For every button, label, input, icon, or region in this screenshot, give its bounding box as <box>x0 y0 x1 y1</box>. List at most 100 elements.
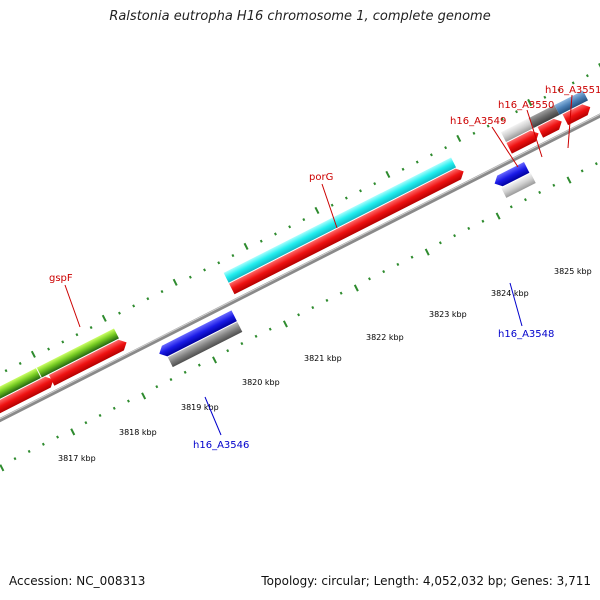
gene-gspF-bar[interactable] <box>0 328 119 413</box>
minor-tick <box>126 399 130 403</box>
minor-tick <box>197 363 201 367</box>
label-h16_A3548[interactable]: h16_A3548 <box>498 329 554 340</box>
label-h16_A3550[interactable]: h16_A3550 <box>498 100 554 111</box>
label-h16_A3546[interactable]: h16_A3546 <box>193 440 249 451</box>
gene-labels: gspF porG h16_A3549 h16_A3550 h16_A3551 … <box>49 85 600 451</box>
minor-tick <box>27 449 31 454</box>
gene-h16_A3549-bar[interactable] <box>500 118 534 143</box>
major-tick <box>141 392 147 400</box>
minor-tick <box>552 183 556 187</box>
cds-arrow[interactable] <box>0 374 56 424</box>
minor-tick <box>273 232 277 236</box>
minor-tick <box>481 219 485 223</box>
major-tick <box>212 356 218 364</box>
cds-arrow[interactable] <box>48 337 129 386</box>
major-tick <box>172 278 178 286</box>
minor-tick <box>160 289 164 294</box>
minor-tick <box>84 421 88 425</box>
minor-tick <box>538 190 542 195</box>
minor-tick <box>524 198 527 202</box>
minor-tick <box>472 131 476 135</box>
major-tick <box>456 134 462 143</box>
major-tick <box>385 170 391 179</box>
minor-tick <box>438 241 442 245</box>
major-tick <box>314 206 320 214</box>
gene-h16_A3546-bar[interactable] <box>167 322 243 368</box>
scale-label: 3822 kbp <box>366 333 404 342</box>
accession-text: Accession: NC_008313 <box>9 574 146 588</box>
major-tick <box>0 464 5 472</box>
minor-tick <box>61 340 65 344</box>
minor-tick <box>268 327 272 331</box>
cds-arrow-reverse[interactable] <box>157 310 237 359</box>
major-tick <box>353 284 359 292</box>
minor-tick <box>585 74 589 78</box>
cds-arrow[interactable] <box>506 128 541 154</box>
minor-tick <box>339 291 343 295</box>
inner-scale-ticks <box>0 162 598 472</box>
label-porG[interactable]: porG <box>309 172 333 183</box>
minor-tick <box>515 110 518 114</box>
minor-tick <box>288 225 292 229</box>
minor-tick <box>415 160 419 164</box>
outer-scale-ticks <box>4 62 600 373</box>
minor-tick <box>169 377 173 382</box>
minor-tick <box>571 81 575 85</box>
label-h16_A3551[interactable]: h16_A3551 <box>545 85 600 96</box>
scale-label: 3824 kbp <box>491 289 529 298</box>
minor-tick <box>368 277 371 281</box>
minor-tick <box>330 203 334 207</box>
major-tick <box>495 212 501 220</box>
scale-label: 3821 kbp <box>304 354 342 363</box>
scale-label: 3825 kbp <box>554 267 592 276</box>
minor-tick <box>444 146 448 150</box>
minor-tick <box>580 169 584 173</box>
major-tick <box>30 350 36 358</box>
minor-tick <box>89 325 93 330</box>
minor-tick <box>311 306 315 310</box>
minor-tick <box>41 442 45 446</box>
minor-tick <box>557 88 561 92</box>
cds-arrow[interactable] <box>562 102 593 126</box>
minor-tick <box>401 167 405 171</box>
gene-h16_A3550-bar[interactable] <box>528 105 560 128</box>
minor-tick <box>217 261 221 265</box>
minor-tick <box>13 457 17 461</box>
scale-label: 3817 kbp <box>58 454 96 463</box>
cds-arrow-reverse[interactable] <box>492 162 530 189</box>
minor-tick <box>302 218 306 222</box>
label-gspF[interactable]: gspF <box>49 273 73 284</box>
scale-label: 3819 kbp <box>181 403 219 412</box>
minor-tick <box>56 435 60 439</box>
minor-tick <box>259 239 263 243</box>
scale-labels: 3817 kbp 3818 kbp 3819 kbp 3820 kbp 3821… <box>58 267 592 463</box>
scale-label: 3818 kbp <box>119 428 157 437</box>
cds-arrow[interactable] <box>229 166 466 295</box>
minor-tick <box>543 95 547 99</box>
cds-arrow[interactable] <box>537 116 565 138</box>
minor-tick <box>254 334 258 338</box>
minor-tick <box>155 385 159 389</box>
minor-tick <box>240 341 244 346</box>
major-tick <box>243 242 249 250</box>
minor-tick <box>75 333 79 337</box>
minor-tick <box>183 370 187 374</box>
reverse-gene-track <box>157 162 536 368</box>
scale-label: 3820 kbp <box>242 378 280 387</box>
major-tick <box>566 176 572 184</box>
gene-porG-bar[interactable] <box>223 157 457 283</box>
minor-tick <box>382 270 386 274</box>
minor-tick <box>231 254 235 258</box>
minor-tick <box>297 313 301 317</box>
gene-h16_A3548-bar[interactable] <box>501 173 536 198</box>
minor-tick <box>98 413 102 418</box>
minor-tick <box>118 311 121 315</box>
minor-tick <box>410 255 414 259</box>
minor-tick <box>47 347 51 351</box>
minor-tick <box>112 406 116 410</box>
minor-tick <box>226 349 230 353</box>
minor-tick <box>373 182 377 186</box>
map-title: Ralstonia eutropha H16 chromosome 1, com… <box>109 9 491 24</box>
label-h16_A3549[interactable]: h16_A3549 <box>450 116 506 127</box>
